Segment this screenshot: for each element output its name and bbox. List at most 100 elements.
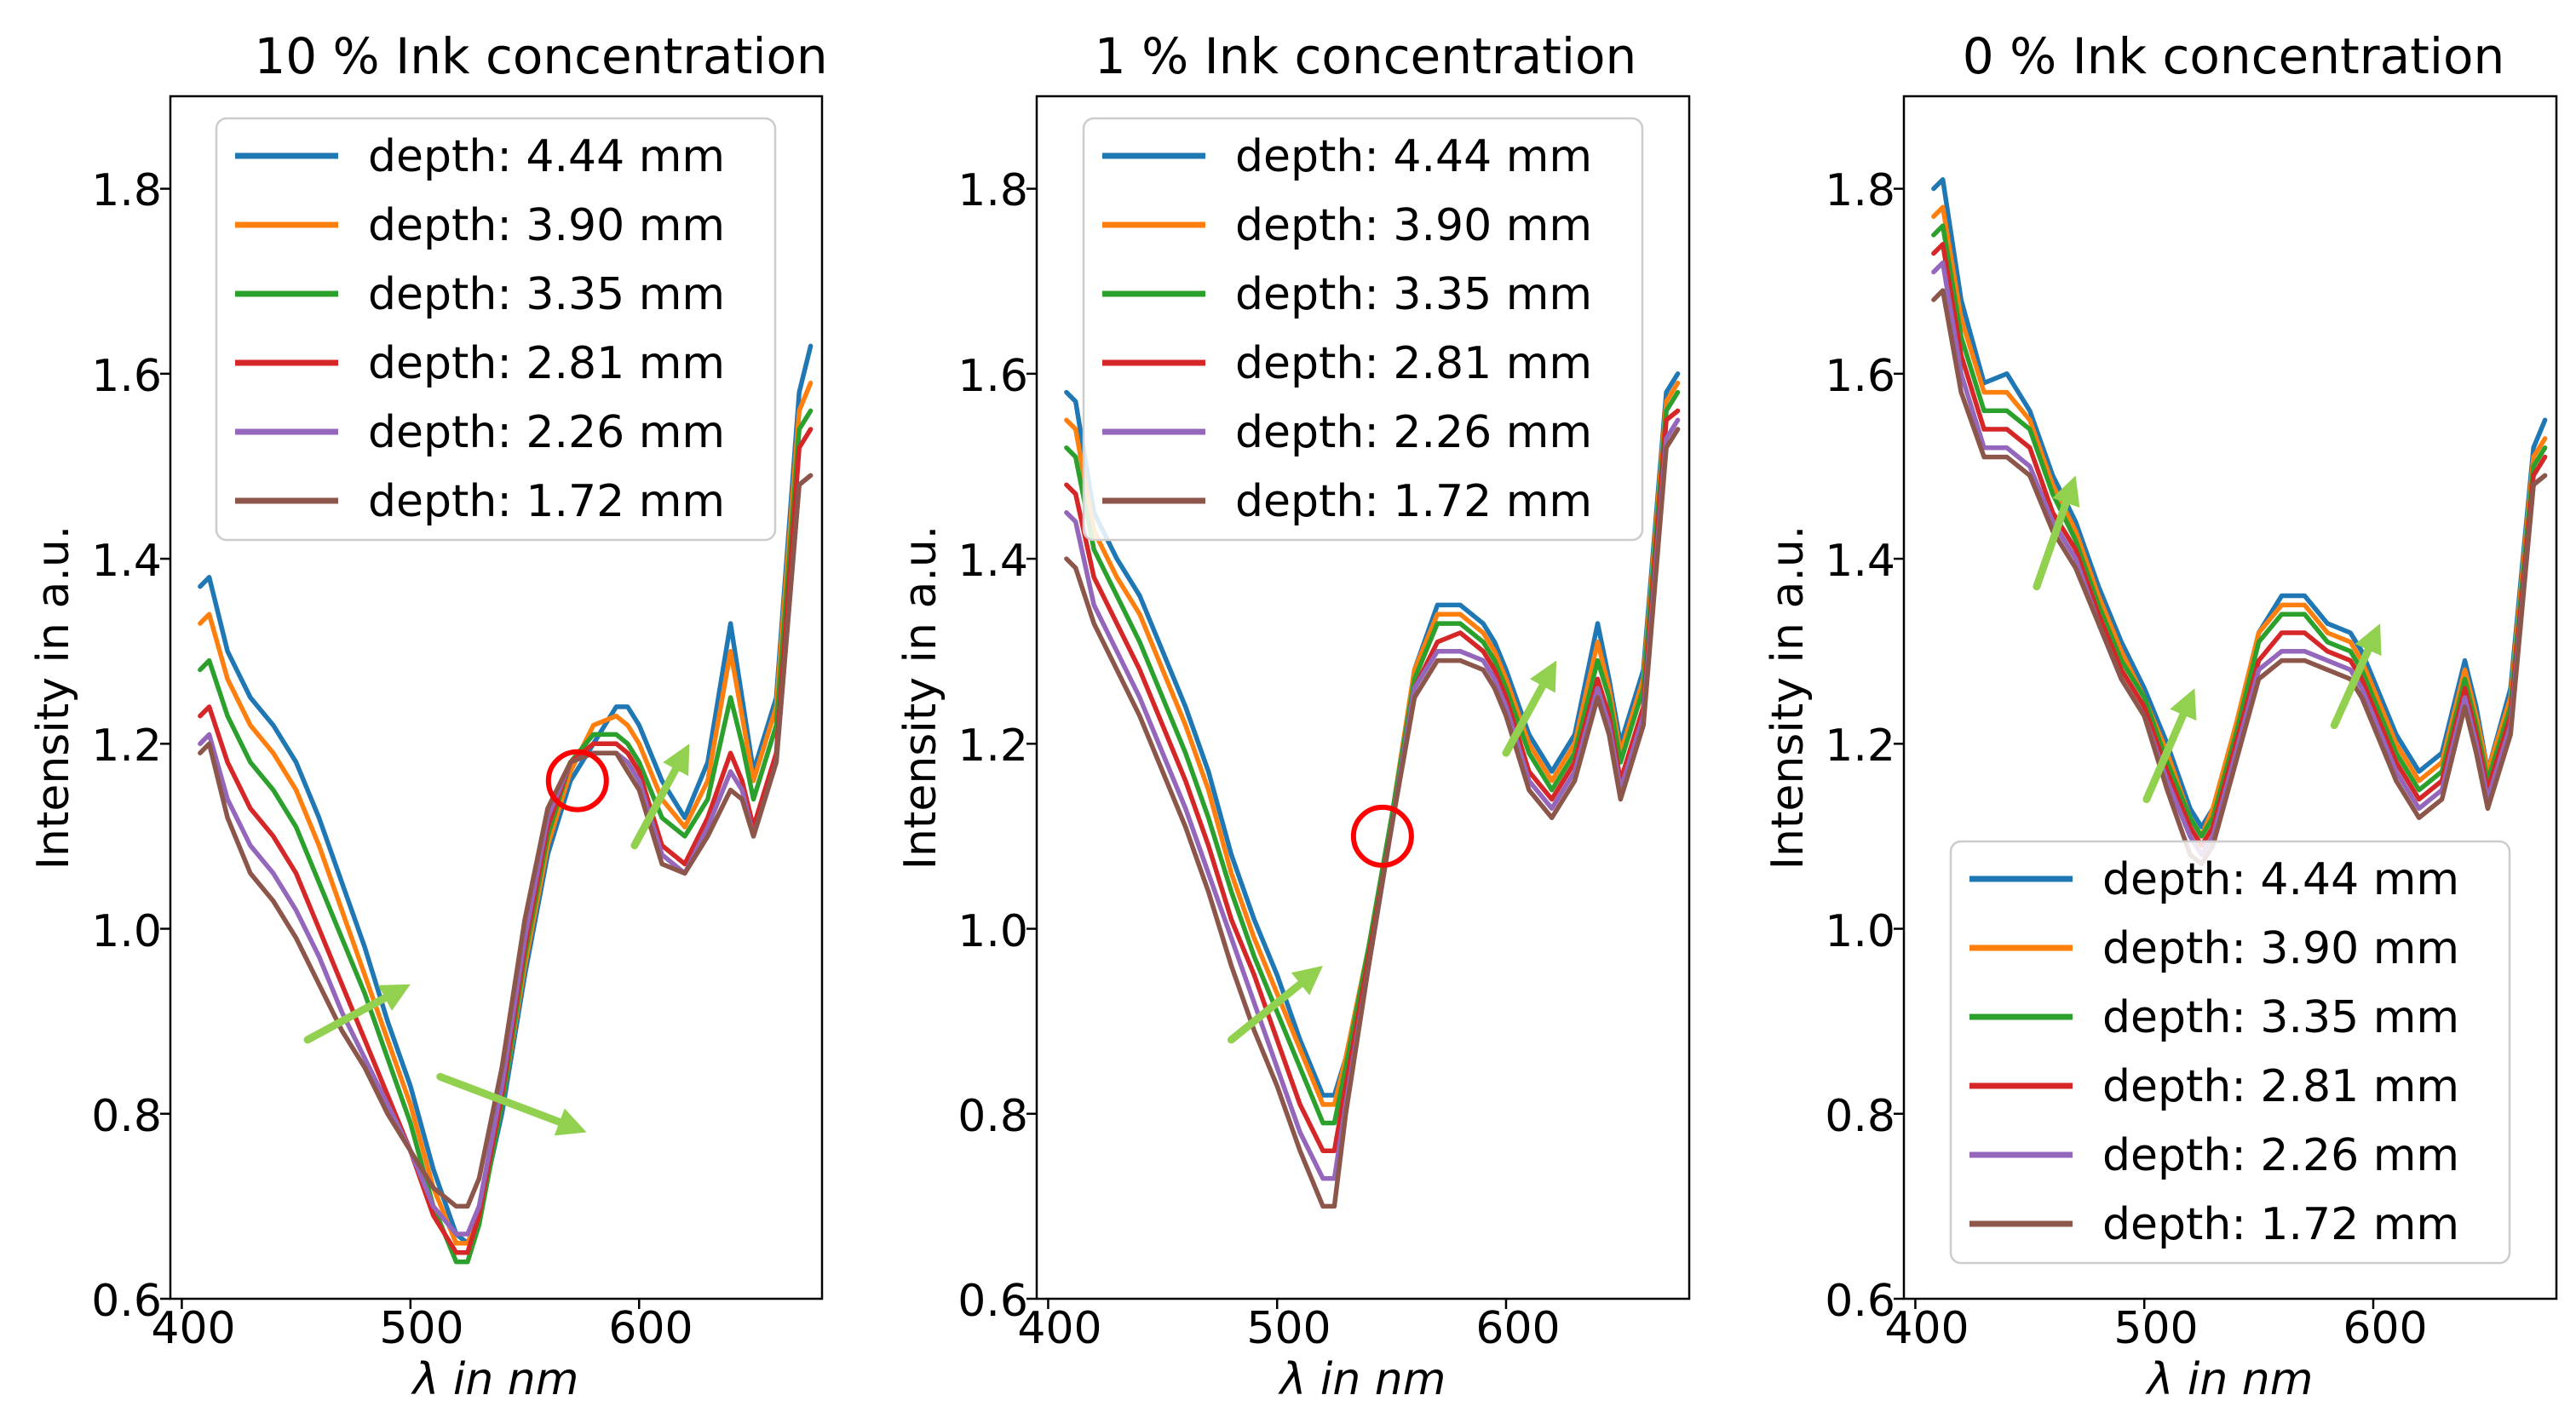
series-line <box>198 473 814 1237</box>
annotation-arrow-shaft <box>2142 710 2188 803</box>
series-line <box>198 473 814 1209</box>
legend-label: depth: 4.44 mm <box>1235 131 1592 182</box>
annotations <box>1227 660 1557 1044</box>
legend-label: depth: 4.44 mm <box>2102 854 2459 905</box>
legend-label: depth: 2.26 mm <box>368 407 725 458</box>
x-tick-labels: 400 500 600 <box>151 1303 693 1354</box>
y-tick-label: 1.2 <box>1825 720 1895 772</box>
x-tick-labels: 400 500 600 <box>1884 1303 2427 1354</box>
annotation-arrow-head <box>2052 475 2080 508</box>
x-axis-label: λ in nm <box>1278 1354 1446 1405</box>
y-tick-label: 1.2 <box>957 720 1028 772</box>
legend-label: depth: 3.35 mm <box>2102 992 2459 1043</box>
x-axis-label: λ in nm <box>2145 1354 2314 1405</box>
series-line <box>198 427 814 1255</box>
y-axis-label: Intensity in a.u. <box>28 525 79 870</box>
annotation-arrow-shaft <box>1502 681 1547 757</box>
y-tick-labels: 0.6 0.8 1.0 1.2 1.4 1.6 1.8 <box>91 165 162 1327</box>
annotations <box>303 743 690 1136</box>
y-tick-label: 1.6 <box>957 351 1028 402</box>
annotations <box>2033 475 2382 803</box>
panel-1-percent: 1 % Ink concentration 0.6 0.8 1.0 1.2 1.… <box>895 27 1691 1405</box>
chart-title: 0 % Ink concentration <box>1963 27 2504 85</box>
x-tick-labels: 400 500 600 <box>1017 1303 1560 1354</box>
chart-title: 1 % Ink concentration <box>1095 27 1636 85</box>
x-tick-label: 400 <box>151 1303 235 1354</box>
y-tick-label: 1.2 <box>91 720 162 772</box>
y-axis-label: Intensity in a.u. <box>895 525 946 870</box>
y-tick-labels: 0.6 0.8 1.0 1.2 1.4 1.6 1.8 <box>1825 165 1895 1327</box>
y-tick-label: 1.8 <box>957 165 1028 216</box>
legend-label: depth: 3.35 mm <box>1235 269 1592 320</box>
legend-box <box>1082 117 1644 542</box>
axis-ticks <box>1894 187 2375 1309</box>
x-tick-label: 600 <box>608 1303 693 1354</box>
series-lines <box>1064 371 1681 1209</box>
annotation-arrow-shaft <box>1227 979 1305 1044</box>
y-tick-label: 1.4 <box>91 536 162 587</box>
annotation-arrow-shaft <box>630 765 680 850</box>
x-tick-label: 600 <box>2343 1303 2427 1354</box>
legend-label: depth: 3.90 mm <box>1235 200 1592 251</box>
annotation-arrow-shaft <box>2033 498 2070 591</box>
y-tick-labels: 0.6 0.8 1.0 1.2 1.4 1.6 1.8 <box>957 165 1028 1327</box>
y-tick-label: 1.8 <box>91 165 162 216</box>
annotation-circle <box>1350 804 1414 868</box>
annotation-circle <box>545 749 609 812</box>
panel-10-percent: 10 % Ink concentration 0.6 0.8 1.0 1.2 1… <box>28 27 828 1405</box>
legend-label: depth: 2.26 mm <box>1235 407 1592 458</box>
annotation-arrow-shaft <box>2330 646 2372 730</box>
panel-0-percent: 0 % Ink concentration 0.6 0.8 1.0 1.2 1.… <box>1762 27 2558 1405</box>
legend-box <box>1949 840 2511 1265</box>
y-tick-label: 1.0 <box>91 906 162 957</box>
legend-label: depth: 1.72 mm <box>368 476 725 527</box>
annotation-arrow-head <box>663 743 690 777</box>
x-tick-label: 500 <box>1246 1303 1331 1354</box>
series-line <box>1931 260 2548 858</box>
legend-label: depth: 1.72 mm <box>2102 1199 2459 1250</box>
plot-frame <box>1902 95 2558 1300</box>
x-tick-label: 400 <box>1017 1303 1101 1354</box>
y-tick-label: 1.8 <box>1825 165 1895 216</box>
annotation-arrow-shaft <box>436 1072 564 1126</box>
plot-frame <box>169 95 824 1300</box>
annotation-arrow-head <box>554 1108 587 1136</box>
legend: depth: 4.44 mm depth: 3.90 mm depth: 3.3… <box>215 117 777 542</box>
x-axis-label: λ in nm <box>411 1354 579 1405</box>
legend-label: depth: 3.35 mm <box>368 269 725 320</box>
y-tick-label: 1.6 <box>91 351 162 402</box>
legend-label: depth: 2.81 mm <box>2102 1061 2459 1112</box>
y-tick-label: 0.8 <box>957 1091 1028 1142</box>
y-tick-label: 1.4 <box>1825 536 1895 587</box>
x-tick-label: 400 <box>1884 1303 1969 1354</box>
legend-label: depth: 2.81 mm <box>368 338 725 389</box>
plot-frame <box>1035 95 1691 1300</box>
series-lines <box>1931 177 2548 867</box>
y-tick-label: 1.0 <box>1825 906 1895 957</box>
chart-title: 10 % Ink concentration <box>254 27 827 85</box>
x-tick-label: 500 <box>379 1303 463 1354</box>
legend-label: depth: 2.81 mm <box>1235 338 1592 389</box>
series-lines <box>198 343 814 1265</box>
legend: depth: 4.44 mm depth: 3.90 mm depth: 3.3… <box>1949 840 2511 1265</box>
series-line <box>1064 427 1681 1209</box>
legend-label: depth: 3.90 mm <box>368 200 725 251</box>
y-axis-label: Intensity in a.u. <box>1762 525 1814 870</box>
y-tick-label: 1.4 <box>957 536 1028 587</box>
annotation-arrow-head <box>377 984 411 1011</box>
legend-label: depth: 2.26 mm <box>2102 1130 2459 1181</box>
annotation-arrow-head <box>2355 623 2382 657</box>
series-line <box>1931 288 2548 867</box>
legend-box <box>215 117 777 542</box>
y-tick-label: 0.8 <box>1825 1091 1895 1142</box>
annotation-arrow-head <box>1529 660 1557 693</box>
x-tick-label: 500 <box>2113 1303 2198 1354</box>
annotation-arrow-head <box>2170 688 2197 721</box>
axis-ticks <box>160 187 641 1309</box>
y-tick-label: 0.8 <box>91 1091 162 1142</box>
annotation-arrow-head <box>1291 965 1323 996</box>
x-tick-label: 600 <box>1475 1303 1560 1354</box>
legend-label: depth: 4.44 mm <box>368 131 725 182</box>
y-tick-label: 0.6 <box>1825 1276 1895 1327</box>
legend-label: depth: 3.90 mm <box>2102 923 2459 974</box>
